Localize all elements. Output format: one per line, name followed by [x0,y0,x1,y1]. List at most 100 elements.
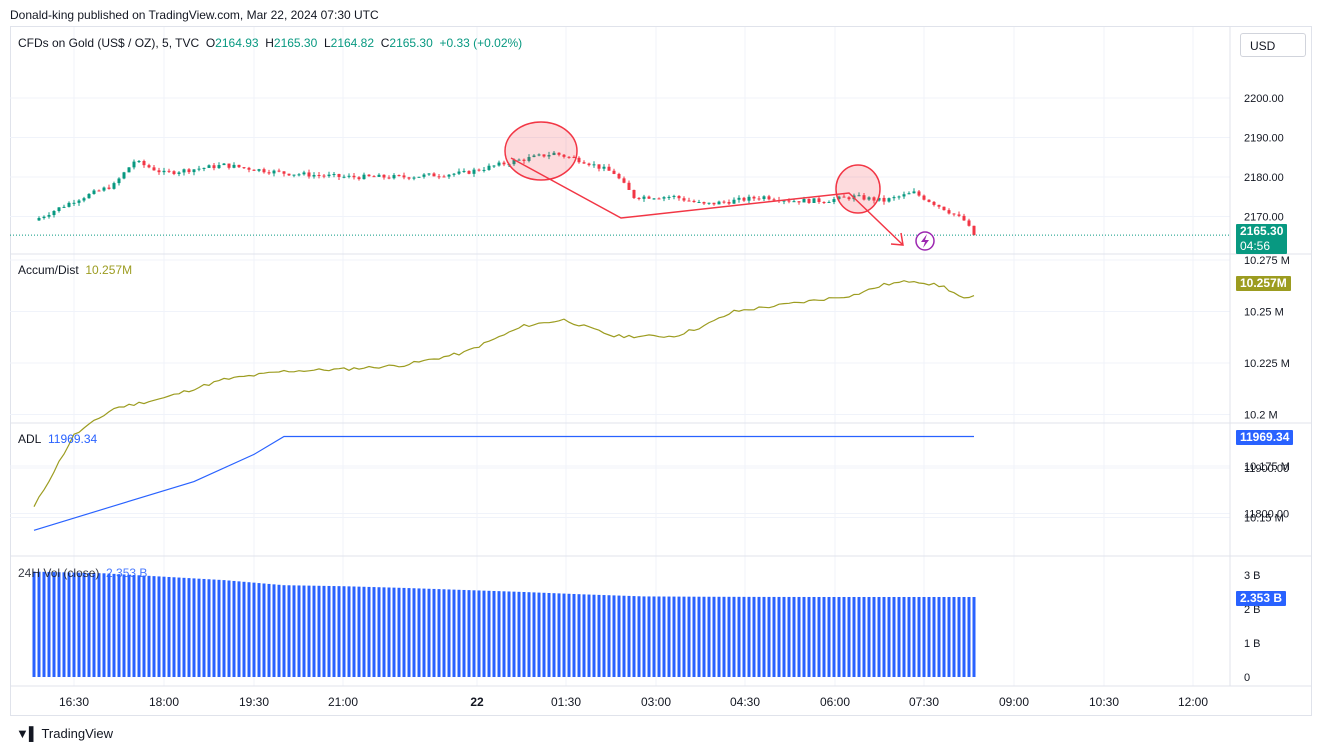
candle [527,154,531,163]
candle [402,172,406,180]
candle-body [147,165,151,168]
vol-bar [717,596,721,677]
vol-bar [612,595,616,677]
candle [652,197,656,200]
candle-body [697,202,701,204]
vol-bar [512,591,516,677]
vol-bar [962,596,966,677]
vol-bar [412,588,416,677]
vol-bar [137,575,141,677]
vol-bar [252,582,256,677]
vol-bar [952,596,956,677]
candle-body [502,162,506,165]
candle-body [747,196,751,201]
candle-body [392,175,396,179]
vol-value: 2.353 B [106,566,148,580]
candle-body [892,197,896,199]
vol-bar [707,596,711,677]
vol-bar [427,588,431,677]
vol-bar [237,581,241,677]
candle [827,200,831,203]
candle [167,168,171,173]
candle-body [642,196,646,199]
candle [452,173,456,177]
candle [797,201,801,205]
vol-bar [407,588,411,677]
vol-bar [382,587,386,677]
accum-y-tick: 10.175 M [1244,461,1290,473]
candle-body [37,218,41,221]
candle-body [692,200,696,203]
vol-bar [622,595,626,677]
main-legend: CFDs on Gold (US$ / OZ), 5, TVC O2164.93… [18,36,522,50]
flash-icon[interactable] [915,231,935,251]
candle-body [927,199,931,202]
candle [912,188,916,194]
candle-body [172,171,176,174]
candle [107,184,111,190]
vol-bar [937,596,941,677]
vol-bar [392,587,396,677]
candle [842,194,846,198]
candle-body [887,198,891,202]
vol-bar [837,596,841,677]
candle [682,196,686,202]
candle [182,168,186,176]
vol-bar [127,574,131,677]
vol-bar [637,596,641,677]
x-tick: 12:00 [1178,695,1208,709]
candle [667,195,671,200]
vol-bar [517,591,521,677]
candle [407,176,411,181]
candle [382,174,386,180]
vol-bar [887,596,891,677]
candle [142,159,146,168]
tradingview-logo[interactable]: ▼▌ TradingView [16,726,113,741]
vol-bar [387,587,391,677]
vol-bar [722,596,726,677]
close-value: 2165.30 [389,36,433,50]
vol-bar [342,586,346,677]
candle-body [82,198,86,201]
candle-body [442,176,446,178]
vol-bar [467,590,471,677]
vol-bar [92,573,96,677]
candle-body [587,163,591,166]
countdown: 04:56 [1240,239,1271,253]
candle-body [247,167,251,170]
accum-y-tick: 10.225 M [1244,358,1290,370]
vol-bar [667,596,671,677]
vol-y-tick: 2 B [1244,604,1261,616]
candle [67,201,71,208]
candle [347,173,351,179]
candle [887,197,891,203]
chart-frame [10,26,1312,716]
vol-bar [167,576,171,677]
candle-body [522,159,526,161]
vol-bar [222,580,226,677]
candle [372,175,376,178]
candle-body [667,196,671,198]
vol-badge: 2.353 B [1236,591,1287,606]
vol-bar [162,576,166,677]
candle [747,194,751,204]
vol-bar [117,574,121,677]
vol-bar [432,588,436,677]
vol-bar [787,596,791,677]
candle-body [812,198,816,203]
candle-body [322,175,326,177]
vol-bar [402,587,406,677]
candle-body [962,215,966,221]
candle [247,166,251,173]
vol-bar [742,596,746,677]
currency-selector[interactable]: USD [1240,33,1306,57]
vol-bar [582,594,586,677]
candle-body [517,159,521,161]
candle-body [257,169,261,171]
adl-y-tick: 11900.00 [1244,463,1289,475]
candle-body [197,168,201,170]
x-tick: 03:00 [641,695,671,709]
candle-body [557,152,561,155]
candle [327,171,331,178]
